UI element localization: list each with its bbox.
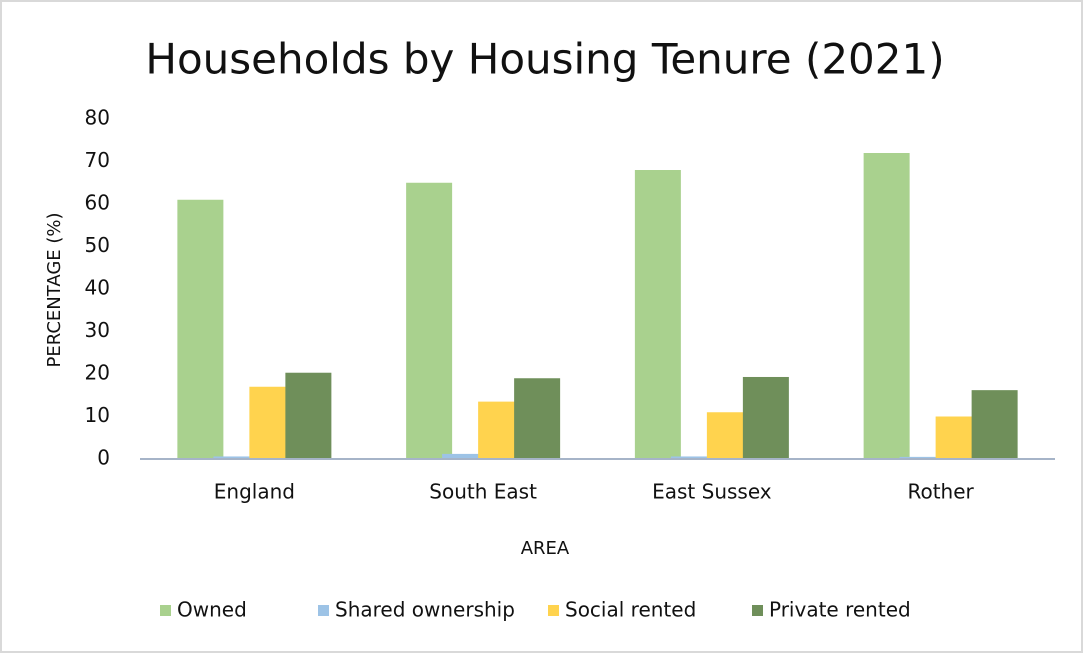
y-tick-label: 60 — [85, 191, 110, 215]
legend-label: Owned — [177, 598, 247, 622]
legend-swatch — [160, 605, 171, 616]
x-tick-label: Rother — [907, 480, 974, 504]
bar — [285, 372, 332, 459]
bar — [742, 376, 789, 459]
bar — [514, 378, 561, 459]
y-tick-label: 80 — [85, 106, 110, 130]
bar — [406, 182, 453, 459]
x-axis-label: AREA — [521, 538, 570, 559]
y-tick-label: 40 — [85, 276, 110, 300]
x-tick-label: South East — [429, 480, 537, 504]
y-tick-label: 0 — [97, 446, 110, 470]
bar — [213, 456, 260, 459]
bar — [863, 153, 910, 459]
y-tick-label: 50 — [85, 233, 110, 257]
legend-swatch — [318, 605, 329, 616]
y-axis-label: PERCENTAGE (%) — [44, 212, 65, 367]
legend-label: Shared ownership — [335, 598, 515, 622]
chart-title: Households by Housing Tenure (2021) — [145, 35, 944, 84]
y-tick-label: 10 — [85, 403, 110, 427]
bar — [442, 453, 489, 459]
y-tick-label: 70 — [85, 148, 110, 172]
bar — [177, 199, 224, 459]
legend-label: Private rented — [769, 598, 911, 622]
x-tick-label: England — [214, 480, 295, 504]
bar — [634, 170, 681, 459]
y-tick-label: 30 — [85, 318, 110, 342]
legend-swatch — [548, 605, 559, 616]
y-tick-label: 20 — [85, 361, 110, 385]
x-tick-label: East Sussex — [652, 480, 772, 504]
bar — [899, 456, 946, 459]
bar — [971, 390, 1018, 459]
legend-label: Social rented — [565, 598, 696, 622]
legend-swatch — [752, 605, 763, 616]
bar — [670, 456, 717, 459]
